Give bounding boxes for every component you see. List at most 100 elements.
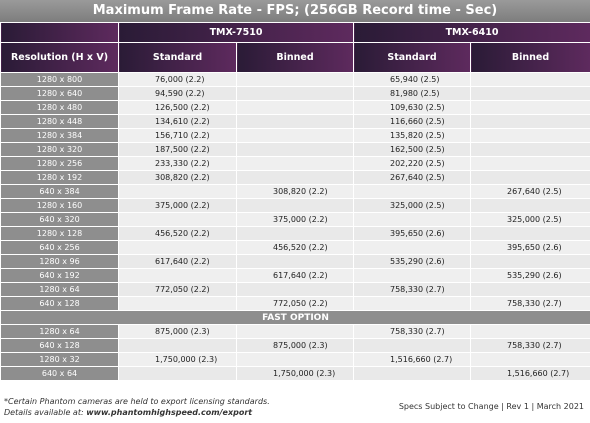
value-cell: [470, 282, 590, 297]
value-cell: [470, 156, 590, 171]
row: 640 x 128 772,050 (2.2) 758,330 (2.7): [0, 296, 590, 311]
value-cell: 1,516,660 (2.7): [353, 352, 471, 367]
resolution-cell: 1280 x 256: [0, 156, 119, 171]
row: 640 x 256 456,520 (2.2) 395,650 (2.6): [0, 240, 590, 255]
value-cell: [353, 212, 471, 227]
value-cell: 76,000 (2.2): [118, 72, 237, 87]
value-cell: [236, 156, 354, 171]
row: 640 x 320 375,000 (2.2) 325,000 (2.5): [0, 212, 590, 227]
value-cell: [353, 296, 471, 311]
value-cell: 1,750,000 (2.3): [236, 366, 354, 381]
row: 1280 x 640 94,590 (2.2) 81,980 (2.5): [0, 86, 590, 101]
value-cell: [236, 100, 354, 115]
value-cell: [236, 170, 354, 185]
value-cell: 116,660 (2.5): [353, 114, 471, 129]
section-label: FAST OPTION: [0, 310, 590, 325]
value-cell: 758,330 (2.7): [470, 296, 590, 311]
row: 1280 x 64 875,000 (2.3) 758,330 (2.7): [0, 324, 590, 339]
resolution-cell: 1280 x 192: [0, 170, 119, 185]
value-cell: [118, 212, 237, 227]
value-cell: [470, 324, 590, 339]
resolution-cell: 1280 x 64: [0, 324, 119, 339]
footer-url: www.phantomhighspeed.com/export: [86, 408, 253, 417]
row: 1280 x 64 772,050 (2.2) 758,330 (2.7): [0, 282, 590, 297]
value-cell: 134,610 (2.2): [118, 114, 237, 129]
frame-rate-table: TMX-7510 TMX-6410 Resolution (H x V) Stan…: [0, 22, 590, 381]
value-cell: 395,650 (2.6): [470, 240, 590, 255]
row: 1280 x 480 126,500 (2.2) 109,630 (2.5): [0, 100, 590, 115]
value-cell: 375,000 (2.2): [236, 212, 354, 227]
row: 1280 x 256 233,330 (2.2) 202,220 (2.5): [0, 156, 590, 171]
value-cell: 617,640 (2.2): [118, 254, 237, 269]
resolution-cell: 640 x 128: [0, 338, 119, 353]
resolution-cell: 1280 x 480: [0, 100, 119, 115]
resolution-cell: 1280 x 96: [0, 254, 119, 269]
value-cell: [236, 226, 354, 241]
value-cell: [353, 184, 471, 199]
value-cell: [470, 86, 590, 101]
footer-specs: Specs Subject to Change | Rev 1 | March …: [398, 402, 584, 411]
value-cell: [353, 240, 471, 255]
value-cell: [236, 352, 354, 367]
value-cell: 65,940 (2.5): [353, 72, 471, 87]
value-cell: [470, 100, 590, 115]
resolution-cell: 640 x 384: [0, 184, 119, 199]
value-cell: 456,520 (2.2): [118, 226, 237, 241]
value-cell: [118, 366, 237, 381]
row: 640 x 192 617,640 (2.2) 535,290 (2.6): [0, 268, 590, 283]
value-cell: [236, 324, 354, 339]
model-header: TMX-7510: [118, 22, 354, 43]
value-cell: 162,500 (2.5): [353, 142, 471, 157]
value-cell: 617,640 (2.2): [236, 268, 354, 283]
value-cell: [236, 114, 354, 129]
resolution-cell: 1280 x 800: [0, 72, 119, 87]
resolution-cell: 1280 x 32: [0, 352, 119, 367]
value-cell: [470, 226, 590, 241]
value-cell: 1,516,660 (2.7): [470, 366, 590, 381]
resolution-cell: 1280 x 160: [0, 198, 119, 213]
footer-note: *Certain Phantom cameras are held to exp…: [4, 397, 270, 406]
row: 1280 x 96 617,640 (2.2) 535,290 (2.6): [0, 254, 590, 269]
value-cell: 772,050 (2.2): [118, 282, 237, 297]
row: 1280 x 800 76,000 (2.2) 65,940 (2.5): [0, 72, 590, 87]
value-cell: [118, 296, 237, 311]
value-cell: [118, 184, 237, 199]
value-cell: 202,220 (2.5): [353, 156, 471, 171]
value-cell: 875,000 (2.3): [236, 338, 354, 353]
resolution-cell: 640 x 192: [0, 268, 119, 283]
value-cell: [353, 366, 471, 381]
value-cell: 325,000 (2.5): [353, 198, 471, 213]
value-cell: [470, 170, 590, 185]
value-cell: 375,000 (2.2): [118, 198, 237, 213]
value-cell: 308,820 (2.2): [236, 184, 354, 199]
value-cell: 126,500 (2.2): [118, 100, 237, 115]
value-cell: 758,330 (2.7): [353, 282, 471, 297]
value-cell: 535,290 (2.6): [353, 254, 471, 269]
column-header: Binned: [236, 42, 354, 73]
value-cell: [470, 142, 590, 157]
resolution-cell: 1280 x 640: [0, 86, 119, 101]
value-cell: [236, 86, 354, 101]
value-cell: [470, 72, 590, 87]
row: 640 x 384 308,820 (2.2) 267,640 (2.5): [0, 184, 590, 199]
row: 1280 x 384 156,710 (2.2) 135,820 (2.5): [0, 128, 590, 143]
resolution-cell: 640 x 256: [0, 240, 119, 255]
value-cell: 94,590 (2.2): [118, 86, 237, 101]
footer-details-label: Details available at:: [4, 408, 84, 417]
value-cell: [470, 254, 590, 269]
value-cell: 325,000 (2.5): [470, 212, 590, 227]
column-header: Binned: [470, 42, 590, 73]
value-cell: [236, 142, 354, 157]
value-cell: 109,630 (2.5): [353, 100, 471, 115]
resolution-cell: 640 x 64: [0, 366, 119, 381]
column-header: Standard: [118, 42, 237, 73]
resolution-cell: 1280 x 320: [0, 142, 119, 157]
value-cell: 1,750,000 (2.3): [118, 352, 237, 367]
value-cell: [353, 338, 471, 353]
value-cell: [118, 268, 237, 283]
value-cell: [236, 254, 354, 269]
row: 640 x 128 875,000 (2.3) 758,330 (2.7): [0, 338, 590, 353]
value-cell: [236, 198, 354, 213]
header-cell: [0, 22, 119, 43]
